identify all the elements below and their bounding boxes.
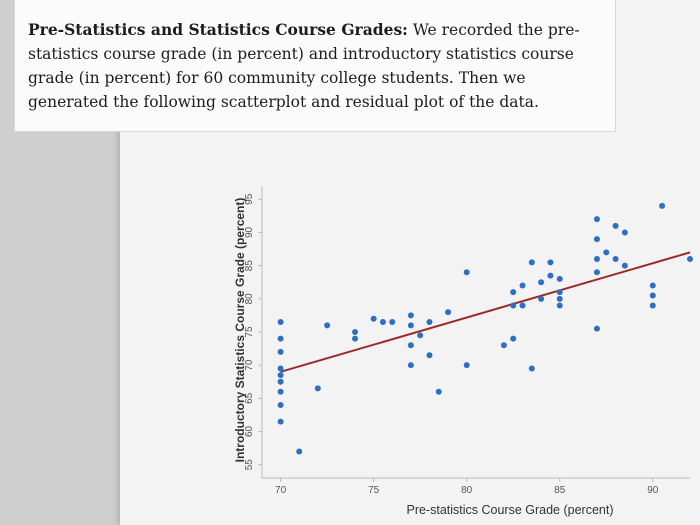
y-axis-label: Introductory Statistics Course Grade (pe… [233,198,247,463]
data-point [277,388,284,395]
data-point [277,418,284,425]
data-point [556,289,563,296]
data-point [659,202,666,209]
data-point [687,256,693,262]
data-point [314,385,321,392]
data-point [547,272,554,279]
data-point [593,269,600,276]
data-point [528,259,535,266]
y-tick-label: 55 [244,459,255,471]
data-point [556,275,563,282]
data-point [519,282,526,289]
y-tick-label: 60 [244,426,255,438]
scatter-points [277,202,693,455]
y-tick-label: 90 [244,226,255,238]
data-point [407,342,414,349]
data-point [463,362,470,369]
data-point [593,325,600,332]
data-point [612,256,619,262]
data-point [649,292,656,299]
data-point [277,402,284,408]
y-tick-label: 95 [244,193,255,205]
data-point [277,348,284,355]
problem-statement: Pre-Statistics and Statistics Course Gra… [28,18,588,114]
y-tick-label: 85 [244,260,255,272]
y-axis: 55 60 65 70 75 80 85 90 95 [244,186,263,478]
data-point [277,319,284,326]
data-point [519,302,526,309]
y-tick-label: 65 [244,392,255,404]
y-tick-label: 75 [244,326,255,338]
data-point [379,319,386,326]
data-point [556,302,563,309]
x-tick-label: 90 [647,485,659,496]
data-point [500,342,507,349]
problem-text: We recorded the pre-statistics course gr… [28,21,580,111]
x-axis-label: Pre-statistics Course Grade (percent) [406,503,613,517]
data-point [649,282,656,289]
data-point [352,329,359,335]
problem-title: Pre-Statistics and Statistics Course Gra… [28,20,408,39]
data-point [370,315,377,322]
data-point [593,256,600,262]
data-point [277,372,284,379]
x-tick-label: 85 [554,485,566,496]
data-point [556,295,563,302]
x-tick-label: 75 [368,485,380,496]
data-point [538,295,545,302]
data-point [510,302,517,309]
regression-line [280,251,691,373]
data-point [621,229,628,236]
data-point [277,335,284,342]
data-point [593,216,600,223]
data-point [538,279,545,286]
data-point [463,269,470,276]
data-point [389,319,396,326]
data-point [407,322,414,329]
y-tick-label: 80 [244,293,255,305]
data-point [649,302,656,309]
regression-line-group [280,251,691,373]
data-point [407,312,414,319]
data-point [603,249,610,256]
data-point [528,365,535,372]
data-point [445,309,452,316]
data-point [296,448,303,455]
x-tick-label: 80 [461,485,473,496]
x-axis: 70 75 80 85 90 [262,477,690,496]
data-point [324,322,331,329]
data-point [510,335,517,342]
data-point [510,289,517,296]
data-point [547,259,554,266]
x-tick-label: 70 [275,485,287,496]
problem-card [14,0,616,132]
data-point [612,222,619,229]
data-point [593,236,600,243]
data-point [407,362,414,369]
data-point [621,262,628,269]
data-point [426,319,433,326]
data-point [277,378,284,385]
data-point [277,365,284,372]
data-point [435,388,442,395]
y-tick-label: 70 [244,359,255,371]
data-point [352,335,359,342]
data-point [426,352,433,359]
data-point [417,332,424,339]
